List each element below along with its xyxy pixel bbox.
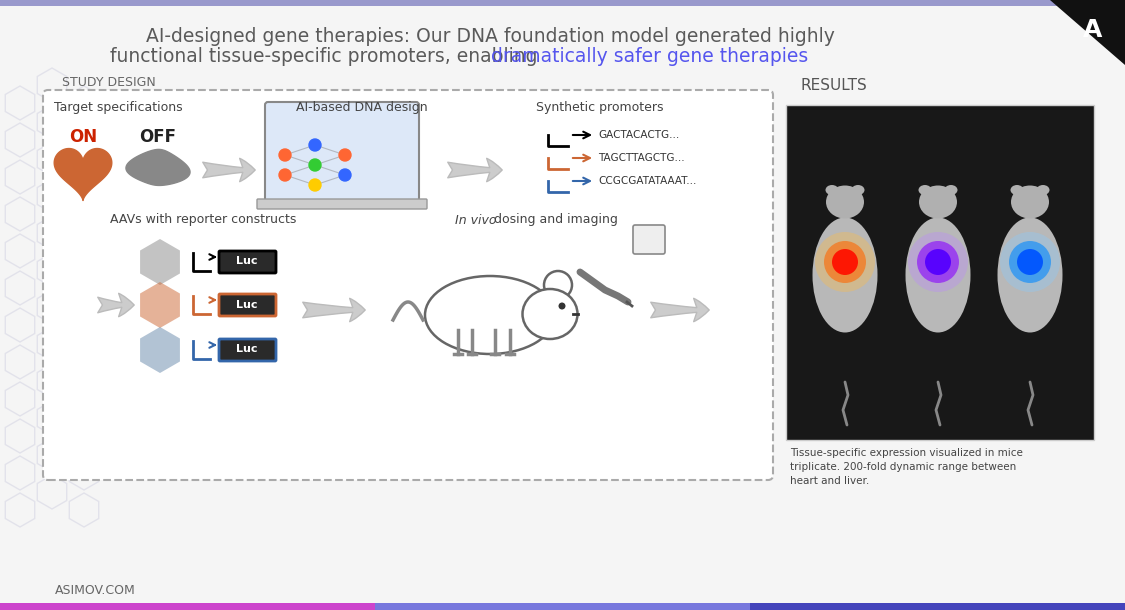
Text: Tissue-specific expression visualized in mice
triplicate. 200-fold dynamic range: Tissue-specific expression visualized in… [790, 448, 1023, 486]
FancyBboxPatch shape [219, 339, 276, 361]
Circle shape [339, 169, 351, 181]
Circle shape [339, 149, 351, 161]
Text: Luc: Luc [236, 345, 258, 354]
Ellipse shape [826, 185, 864, 218]
Circle shape [558, 303, 566, 309]
Circle shape [544, 271, 572, 299]
Ellipse shape [1011, 185, 1048, 218]
Polygon shape [141, 282, 180, 328]
Circle shape [925, 249, 951, 275]
Text: AI-based DNA design: AI-based DNA design [296, 101, 428, 113]
Circle shape [1000, 232, 1060, 292]
Circle shape [1009, 241, 1051, 283]
Circle shape [279, 149, 291, 161]
Text: ON: ON [69, 128, 97, 146]
FancyBboxPatch shape [219, 294, 276, 316]
FancyBboxPatch shape [256, 199, 428, 209]
Circle shape [908, 232, 968, 292]
Text: Synthetic promoters: Synthetic promoters [537, 101, 664, 113]
Ellipse shape [826, 185, 838, 195]
Circle shape [814, 232, 875, 292]
Text: A: A [1083, 18, 1102, 42]
Ellipse shape [906, 218, 971, 332]
Bar [0, 603, 375, 610]
Text: GACTACACTG...: GACTACACTG... [598, 130, 680, 140]
Ellipse shape [945, 185, 957, 195]
FancyBboxPatch shape [266, 102, 418, 206]
Ellipse shape [852, 185, 864, 195]
Circle shape [917, 241, 958, 283]
FancyBboxPatch shape [43, 90, 773, 480]
Ellipse shape [812, 218, 878, 332]
Ellipse shape [1036, 185, 1050, 195]
Text: OFF: OFF [140, 128, 177, 146]
Bar [750, 603, 1125, 610]
Circle shape [824, 241, 866, 283]
Text: Luc: Luc [236, 256, 258, 267]
Ellipse shape [522, 289, 577, 339]
Polygon shape [141, 327, 180, 373]
Circle shape [309, 139, 321, 151]
Circle shape [309, 159, 321, 171]
Ellipse shape [425, 276, 555, 354]
Text: TAGCTTAGCTG...: TAGCTTAGCTG... [598, 153, 685, 163]
Text: functional tissue-specific promoters, enabling: functional tissue-specific promoters, en… [110, 48, 543, 66]
Text: Luc: Luc [236, 300, 258, 309]
Ellipse shape [1010, 185, 1024, 195]
FancyBboxPatch shape [219, 251, 276, 273]
Text: STUDY DESIGN: STUDY DESIGN [62, 76, 155, 88]
Polygon shape [1050, 0, 1125, 65]
Circle shape [1017, 249, 1043, 275]
Text: RESULTS: RESULTS [800, 77, 866, 93]
Ellipse shape [998, 218, 1062, 332]
Polygon shape [141, 239, 180, 285]
Polygon shape [126, 149, 190, 185]
Ellipse shape [918, 185, 931, 195]
Circle shape [309, 179, 321, 191]
Bar [0, 0, 1125, 6]
Text: CCGCGATATAAAT...: CCGCGATATAAAT... [598, 176, 696, 186]
FancyBboxPatch shape [786, 105, 1094, 440]
Circle shape [832, 249, 858, 275]
Circle shape [279, 169, 291, 181]
Text: ASIMOV.COM: ASIMOV.COM [55, 584, 136, 597]
Text: AAVs with reporter constructs: AAVs with reporter constructs [110, 214, 296, 226]
Text: AI-designed gene therapies: Our DNA foundation model generated highly: AI-designed gene therapies: Our DNA foun… [145, 27, 835, 46]
Text: dosing and imaging: dosing and imaging [490, 214, 618, 226]
Bar [375, 603, 750, 610]
Polygon shape [54, 149, 111, 201]
FancyBboxPatch shape [633, 225, 665, 254]
Ellipse shape [919, 185, 957, 218]
Text: Target specifications: Target specifications [54, 101, 182, 113]
Text: dramatically safer gene therapies: dramatically safer gene therapies [490, 48, 808, 66]
Text: In vivo: In vivo [455, 214, 496, 226]
